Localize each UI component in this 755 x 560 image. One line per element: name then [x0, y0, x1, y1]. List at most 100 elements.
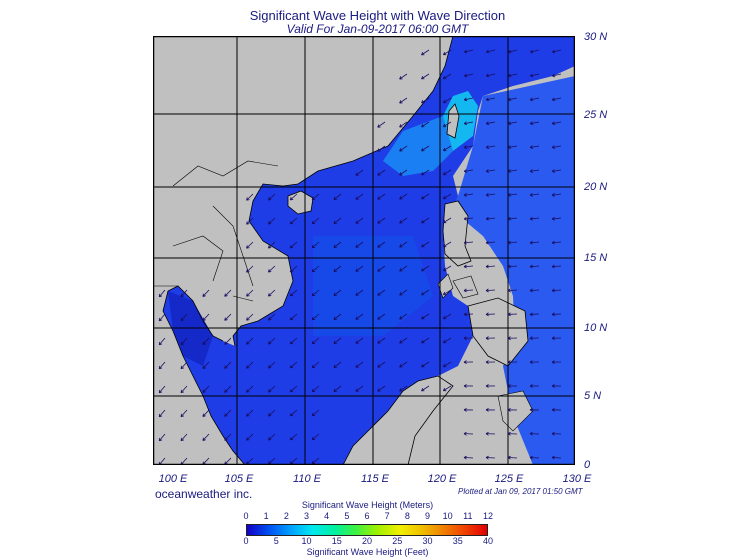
legend-feet-tick: 30 — [422, 536, 433, 546]
wave-direction-arrow — [158, 433, 166, 442]
wave-direction-arrow — [485, 169, 496, 173]
wave-direction-arrow — [246, 409, 254, 417]
wave-direction-arrow — [551, 97, 562, 102]
wave-direction-arrow — [463, 216, 474, 221]
lon-label-130: 130 E — [562, 473, 592, 485]
legend-meters-tick: 9 — [424, 511, 430, 521]
map-title: Significant Wave Height with Wave Direct… — [249, 8, 506, 23]
wave-direction-arrow — [463, 336, 474, 341]
wave-direction-arrow — [202, 433, 210, 441]
wave-direction-arrow — [267, 289, 276, 297]
wave-direction-arrow — [551, 312, 562, 317]
wave-direction-arrow — [551, 384, 562, 388]
wave-direction-arrow — [333, 337, 342, 344]
wave-direction-arrow — [311, 457, 320, 465]
wave-direction-arrow — [463, 49, 474, 54]
luzon-island — [442, 200, 472, 267]
wave-direction-arrow — [551, 193, 562, 197]
wave-direction-arrow — [551, 431, 562, 436]
wave-direction-arrow — [463, 73, 474, 78]
wave-direction-arrow — [333, 289, 342, 296]
wave-direction-arrow — [224, 385, 232, 393]
wave-direction-arrow — [377, 145, 386, 152]
wave-direction-arrow — [202, 289, 210, 297]
wave-direction-arrow — [333, 313, 342, 320]
legend-meters-tick: 1 — [263, 511, 269, 521]
wave-direction-arrow — [377, 265, 386, 272]
wave-direction-arrow — [485, 240, 496, 245]
wave-direction-arrow — [529, 312, 540, 317]
wave-direction-arrow — [463, 431, 474, 436]
wave-direction-arrow — [463, 240, 474, 245]
wave-direction-arrow — [529, 455, 540, 460]
wave-direction-arrow — [463, 384, 474, 388]
wave-direction-arrow — [442, 217, 452, 224]
wave-direction-arrow — [399, 145, 408, 152]
wave-direction-arrow — [158, 361, 166, 370]
wave-direction-arrow — [224, 361, 232, 369]
legend-meters-tick: 12 — [482, 511, 493, 521]
wave-direction-arrow — [507, 216, 518, 221]
wave-direction-arrow — [421, 121, 430, 128]
wave-direction-arrow — [529, 73, 540, 78]
wave-direction-arrow — [311, 337, 320, 345]
lat-label-20: 20 N — [584, 181, 608, 193]
wave-direction-arrow — [355, 313, 364, 320]
wave-direction-arrow — [442, 169, 452, 176]
wave-direction-arrow — [442, 49, 452, 56]
wave-direction-arrow — [507, 407, 518, 412]
wave-direction-arrow — [507, 73, 518, 78]
wave-direction-arrow — [267, 193, 276, 201]
credit-text: oceanweather inc. — [155, 487, 253, 501]
wave-direction-arrow — [224, 289, 232, 297]
wave-direction-arrow — [421, 97, 430, 104]
lon-label-115: 115 E — [361, 473, 389, 485]
wave-direction-arrow — [485, 288, 496, 293]
wave-direction-arrow — [289, 361, 298, 369]
wave-direction-arrow — [333, 217, 342, 224]
wave-direction-arrow — [529, 121, 540, 126]
wave-direction-arrow — [333, 265, 342, 272]
wave-direction-arrow — [529, 193, 540, 197]
wave-direction-arrow — [267, 265, 276, 273]
wave-direction-arrow — [311, 265, 320, 273]
wave-direction-arrow — [551, 49, 562, 54]
wave-direction-arrow — [507, 97, 518, 102]
lat-label-15: 15 N — [584, 252, 608, 264]
wave-direction-arrow — [507, 455, 518, 460]
wave-direction-arrow — [421, 289, 430, 296]
wave-direction-arrow — [377, 337, 386, 344]
legend-feet-tick: 25 — [392, 536, 403, 546]
wave-direction-arrow — [202, 337, 210, 345]
wave-direction-arrow — [311, 385, 320, 393]
wave-direction-arrow — [485, 216, 496, 221]
wave-direction-arrow — [246, 193, 254, 201]
wave-direction-arrow — [421, 145, 430, 152]
lat-label-25: 25 N — [584, 109, 608, 121]
wave-direction-arrow — [463, 97, 474, 102]
wave-direction-arrow — [529, 360, 540, 364]
legend-meters-tick: 8 — [404, 511, 410, 521]
wave-direction-arrow — [463, 193, 474, 197]
wave-direction-arrow — [463, 145, 474, 149]
wave-direction-arrow — [289, 265, 298, 273]
legend-meters-tick: 5 — [344, 511, 350, 521]
wave-direction-arrow — [507, 312, 518, 317]
wave-direction-arrow — [267, 433, 276, 441]
wave-direction-arrow — [311, 241, 320, 249]
wave-direction-arrow — [485, 455, 496, 460]
wave-direction-arrow — [421, 385, 430, 392]
wave-direction-arrow — [507, 264, 518, 269]
wave-direction-arrow — [289, 217, 298, 225]
wave-direction-arrow — [377, 217, 386, 224]
wave-direction-arrow — [421, 265, 430, 272]
wave-direction-arrow — [289, 337, 298, 345]
wave-direction-arrow — [529, 431, 540, 436]
wave-direction-arrow — [158, 313, 166, 322]
wave-direction-arrow — [507, 49, 518, 54]
wave-direction-arrow — [421, 241, 430, 248]
legend-feet-tick: 15 — [331, 536, 342, 546]
wave-direction-arrow — [158, 337, 166, 346]
legend-meters-tick: 6 — [364, 511, 370, 521]
wave-direction-arrow — [202, 313, 210, 321]
